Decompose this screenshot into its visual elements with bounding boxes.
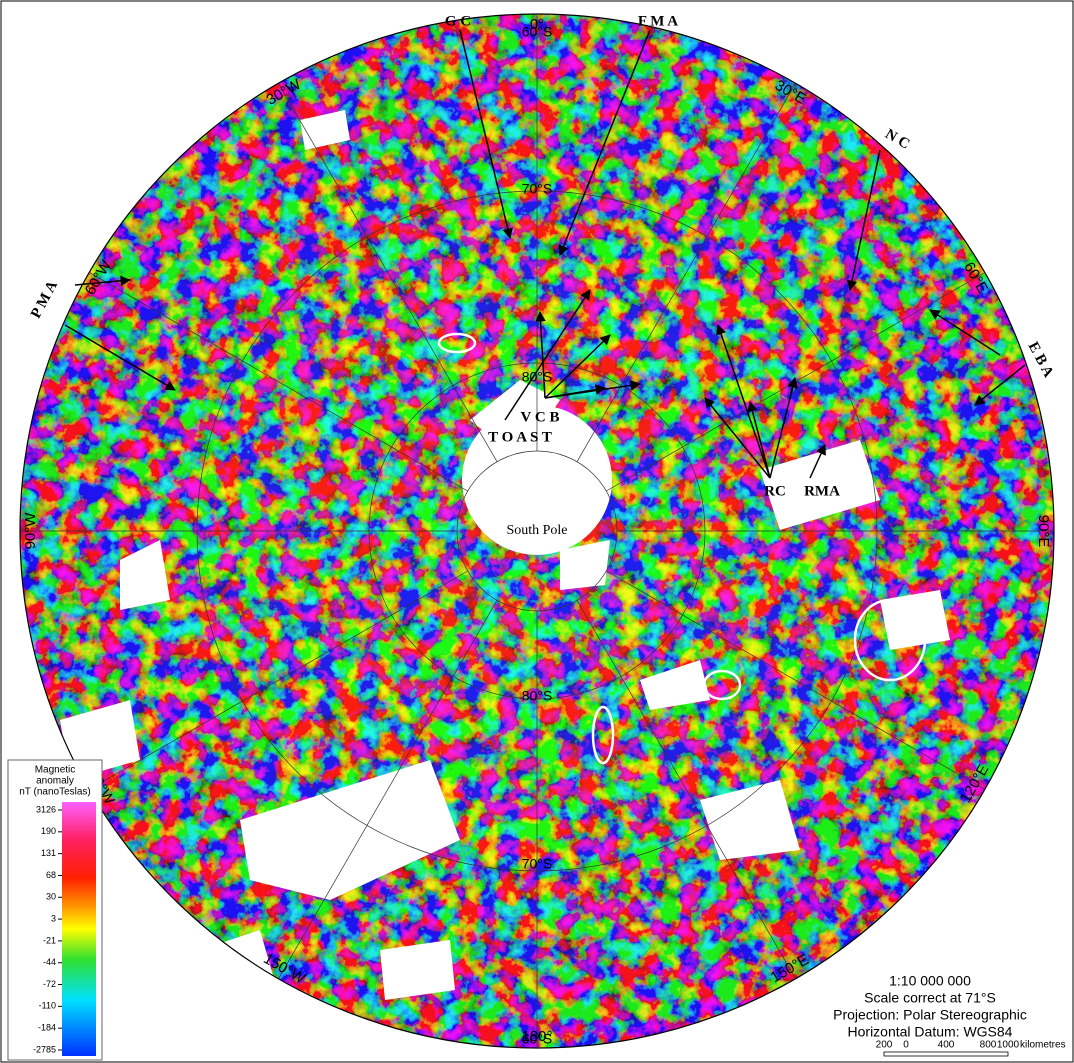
- annotation: RMA: [804, 483, 840, 499]
- colorbar-tick-label: 30: [46, 892, 56, 902]
- parallel-label: 70°S: [522, 181, 553, 197]
- meridian-label: 90°E: [1035, 515, 1052, 548]
- scale-bar-label: 0: [903, 1040, 909, 1051]
- meridian: [278, 83, 498, 462]
- colorbar-tick-label: 3: [51, 913, 56, 923]
- scale-bar-label: 200: [876, 1040, 893, 1051]
- graticule: [19, 13, 1055, 1049]
- colorbar-tick-label: 190: [41, 826, 56, 836]
- colorbar-tick-label: 3126: [36, 804, 56, 814]
- parallel-label: 80°S: [522, 688, 553, 704]
- legend-title: nT (nanoTeslas): [19, 787, 91, 798]
- scale-info: 1:10 000 000 Scale correct at 71°S Proje…: [833, 973, 1066, 1057]
- colorbar-tick-label: 131: [41, 848, 56, 858]
- annotation: G C: [445, 13, 471, 29]
- scale-bar-unit: kilometres: [1020, 1040, 1066, 1051]
- scale-bar-label: 1000: [997, 1040, 1020, 1051]
- colorbar-tick-label: -44: [43, 957, 56, 967]
- meridian-label: 90°W: [22, 512, 39, 550]
- scale-bar: [883, 1051, 1009, 1057]
- highlight-ellipses: [437, 332, 927, 765]
- annotation: N C: [882, 126, 912, 153]
- colorbar-tick-label: -21: [43, 935, 56, 945]
- scale-text: 1:10 000 000: [889, 973, 971, 989]
- meridian: [278, 600, 498, 979]
- annotation: F M A: [638, 13, 678, 29]
- legend-title: Magnetic: [35, 765, 76, 776]
- scale-text: Projection: Polar Stereographic: [833, 1007, 1027, 1023]
- annotation: V C B: [521, 409, 560, 425]
- meridian-label: 180°: [521, 1028, 552, 1045]
- colorbar-tick-label: 68: [46, 870, 56, 880]
- pole-label: South Pole: [506, 523, 567, 538]
- meridian: [89, 272, 468, 492]
- annotation: T O A S T: [488, 429, 552, 445]
- scale-bar-label: 800: [980, 1040, 997, 1051]
- scale-bar-label: 400: [938, 1040, 955, 1051]
- colorbar: [62, 802, 96, 1056]
- meridian-label: 0°: [530, 16, 544, 33]
- colorbar-tick-label: -72: [43, 979, 56, 989]
- scale-text: Scale correct at 71°S: [864, 990, 996, 1006]
- meridian: [576, 83, 796, 462]
- colorbar-tick-label: -110: [39, 1001, 56, 1011]
- annotation: P M A: [28, 278, 61, 321]
- meridian: [89, 570, 468, 790]
- scale-text: Horizontal Datum: WGS84: [848, 1024, 1013, 1040]
- colorbar-tick-label: -184: [38, 1023, 56, 1033]
- parallel-label: 60°S: [522, 1031, 553, 1047]
- legend: Magnetic anomaly nT (nanoTeslas) 3126 190…: [7, 759, 103, 1061]
- parallel-label: 60°S: [522, 24, 553, 40]
- meridian: [576, 600, 796, 979]
- colorbar-tick-label: -2785: [33, 1044, 56, 1054]
- meridian: [606, 570, 985, 790]
- annotation: RC: [764, 483, 786, 499]
- legend-title: anomaly: [36, 776, 74, 787]
- parallel-labels: 60°S 70°S 80°S 80°S 70°S 60°S: [522, 24, 553, 1047]
- parallel-label: 70°S: [522, 856, 553, 872]
